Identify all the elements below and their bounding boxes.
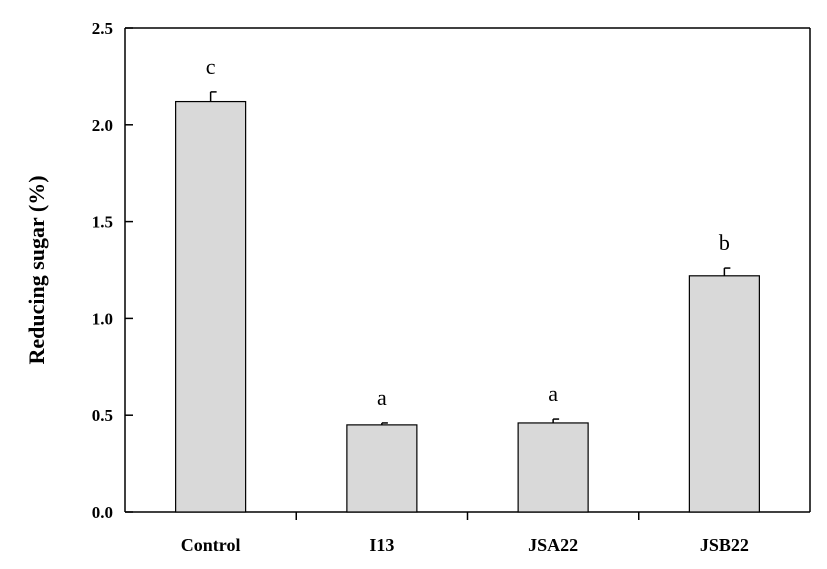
y-tick-label: 0.5	[92, 406, 113, 425]
bar-jsb22	[688, 275, 760, 513]
y-tick-label: 2.5	[92, 19, 113, 38]
significance-letter: c	[206, 54, 216, 79]
significance-letter: a	[548, 381, 558, 406]
bar-i13	[346, 424, 418, 513]
y-tick-label: 1.0	[92, 309, 113, 328]
bar-control	[175, 100, 247, 513]
y-axis-ticks: 0.0 0.5 1.0 1.5 2.0 2.5	[92, 19, 133, 522]
x-tick-label: JSB22	[700, 535, 749, 555]
y-tick-label: 2.0	[92, 116, 113, 135]
y-tick-label: 1.5	[92, 213, 113, 232]
x-tick-label: Control	[181, 535, 241, 555]
y-axis-title: Reducing sugar (%)	[24, 175, 49, 364]
bar-jsa22	[517, 422, 589, 513]
error-bars	[209, 91, 731, 425]
significance-labels: c a a b	[206, 54, 730, 410]
significance-letter: a	[377, 385, 387, 410]
x-tick-label: I13	[369, 535, 394, 555]
x-tick-label: JSA22	[528, 535, 578, 555]
bar-series	[175, 100, 760, 513]
y-tick-label: 0.0	[92, 503, 113, 522]
x-axis-ticks: Control I13 JSA22 JSB22	[181, 512, 749, 555]
significance-letter: b	[719, 230, 730, 255]
